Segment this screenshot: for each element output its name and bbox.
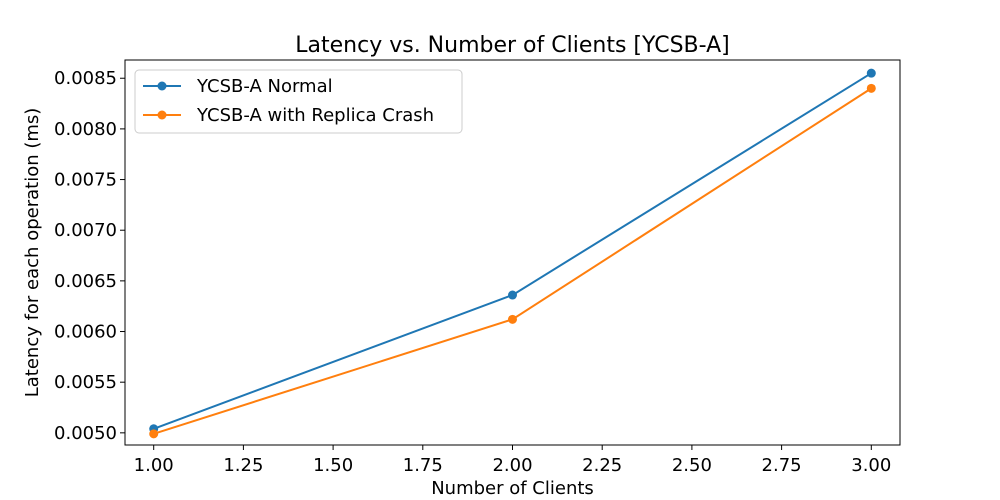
x-tick-label: 2.50 — [672, 455, 712, 476]
x-tick-label: 1.25 — [223, 455, 263, 476]
series-layer — [149, 68, 876, 439]
x-tick-label: 1.75 — [403, 455, 443, 476]
legend-entry-replica-crash: YCSB-A with Replica Crash — [143, 105, 434, 126]
legend-entry-normal: YCSB-A Normal — [143, 76, 333, 97]
y-axis-ticks: 0.0050 0.0055 0.0060 0.0065 0.0070 0.0075 0.00… — [54, 68, 125, 444]
legend-label-replica-crash: YCSB-A with Replica Crash — [196, 105, 434, 126]
y-axis-label: Latency for each operation (ms) — [22, 108, 43, 398]
y-tick-label: 0.0065 — [54, 271, 117, 292]
x-axis-ticks: 1.00 1.25 1.50 1.75 2.00 2.25 2.50 2.75 3.00 — [134, 445, 891, 476]
data-point-normal — [508, 290, 517, 300]
plot-frame — [124, 59, 901, 446]
x-tick-label: 1.00 — [134, 455, 174, 476]
legend: YCSB-A Normal YCSB-A with Replica Crash — [134, 69, 463, 134]
y-tick-label: 0.0060 — [54, 322, 117, 343]
legend-marker-replica-crash — [157, 110, 167, 120]
data-point-replica-crash — [508, 314, 517, 324]
x-tick-label: 3.00 — [851, 455, 891, 476]
x-tick-label: 2.25 — [582, 455, 622, 476]
data-point-replica-crash — [149, 429, 159, 439]
x-axis-label: Number of Clients — [431, 478, 594, 499]
y-tick-label: 0.0085 — [54, 68, 117, 89]
data-point-normal — [866, 68, 876, 78]
y-tick-label: 0.0075 — [54, 170, 117, 191]
x-tick-label: 2.75 — [762, 455, 802, 476]
data-point-replica-crash — [866, 83, 876, 93]
x-tick-label: 2.00 — [492, 455, 532, 476]
x-tick-label: 1.50 — [313, 455, 353, 476]
y-tick-label: 0.0050 — [54, 423, 117, 444]
y-tick-label: 0.0055 — [54, 372, 117, 393]
y-tick-label: 0.0070 — [54, 220, 117, 241]
chart-title: Latency vs. Number of Clients [YCSB-A] — [295, 33, 729, 58]
legend-box — [134, 69, 463, 134]
y-tick-label: 0.0080 — [54, 119, 117, 140]
legend-marker-normal — [157, 81, 167, 91]
legend-label-normal: YCSB-A Normal — [196, 76, 333, 97]
